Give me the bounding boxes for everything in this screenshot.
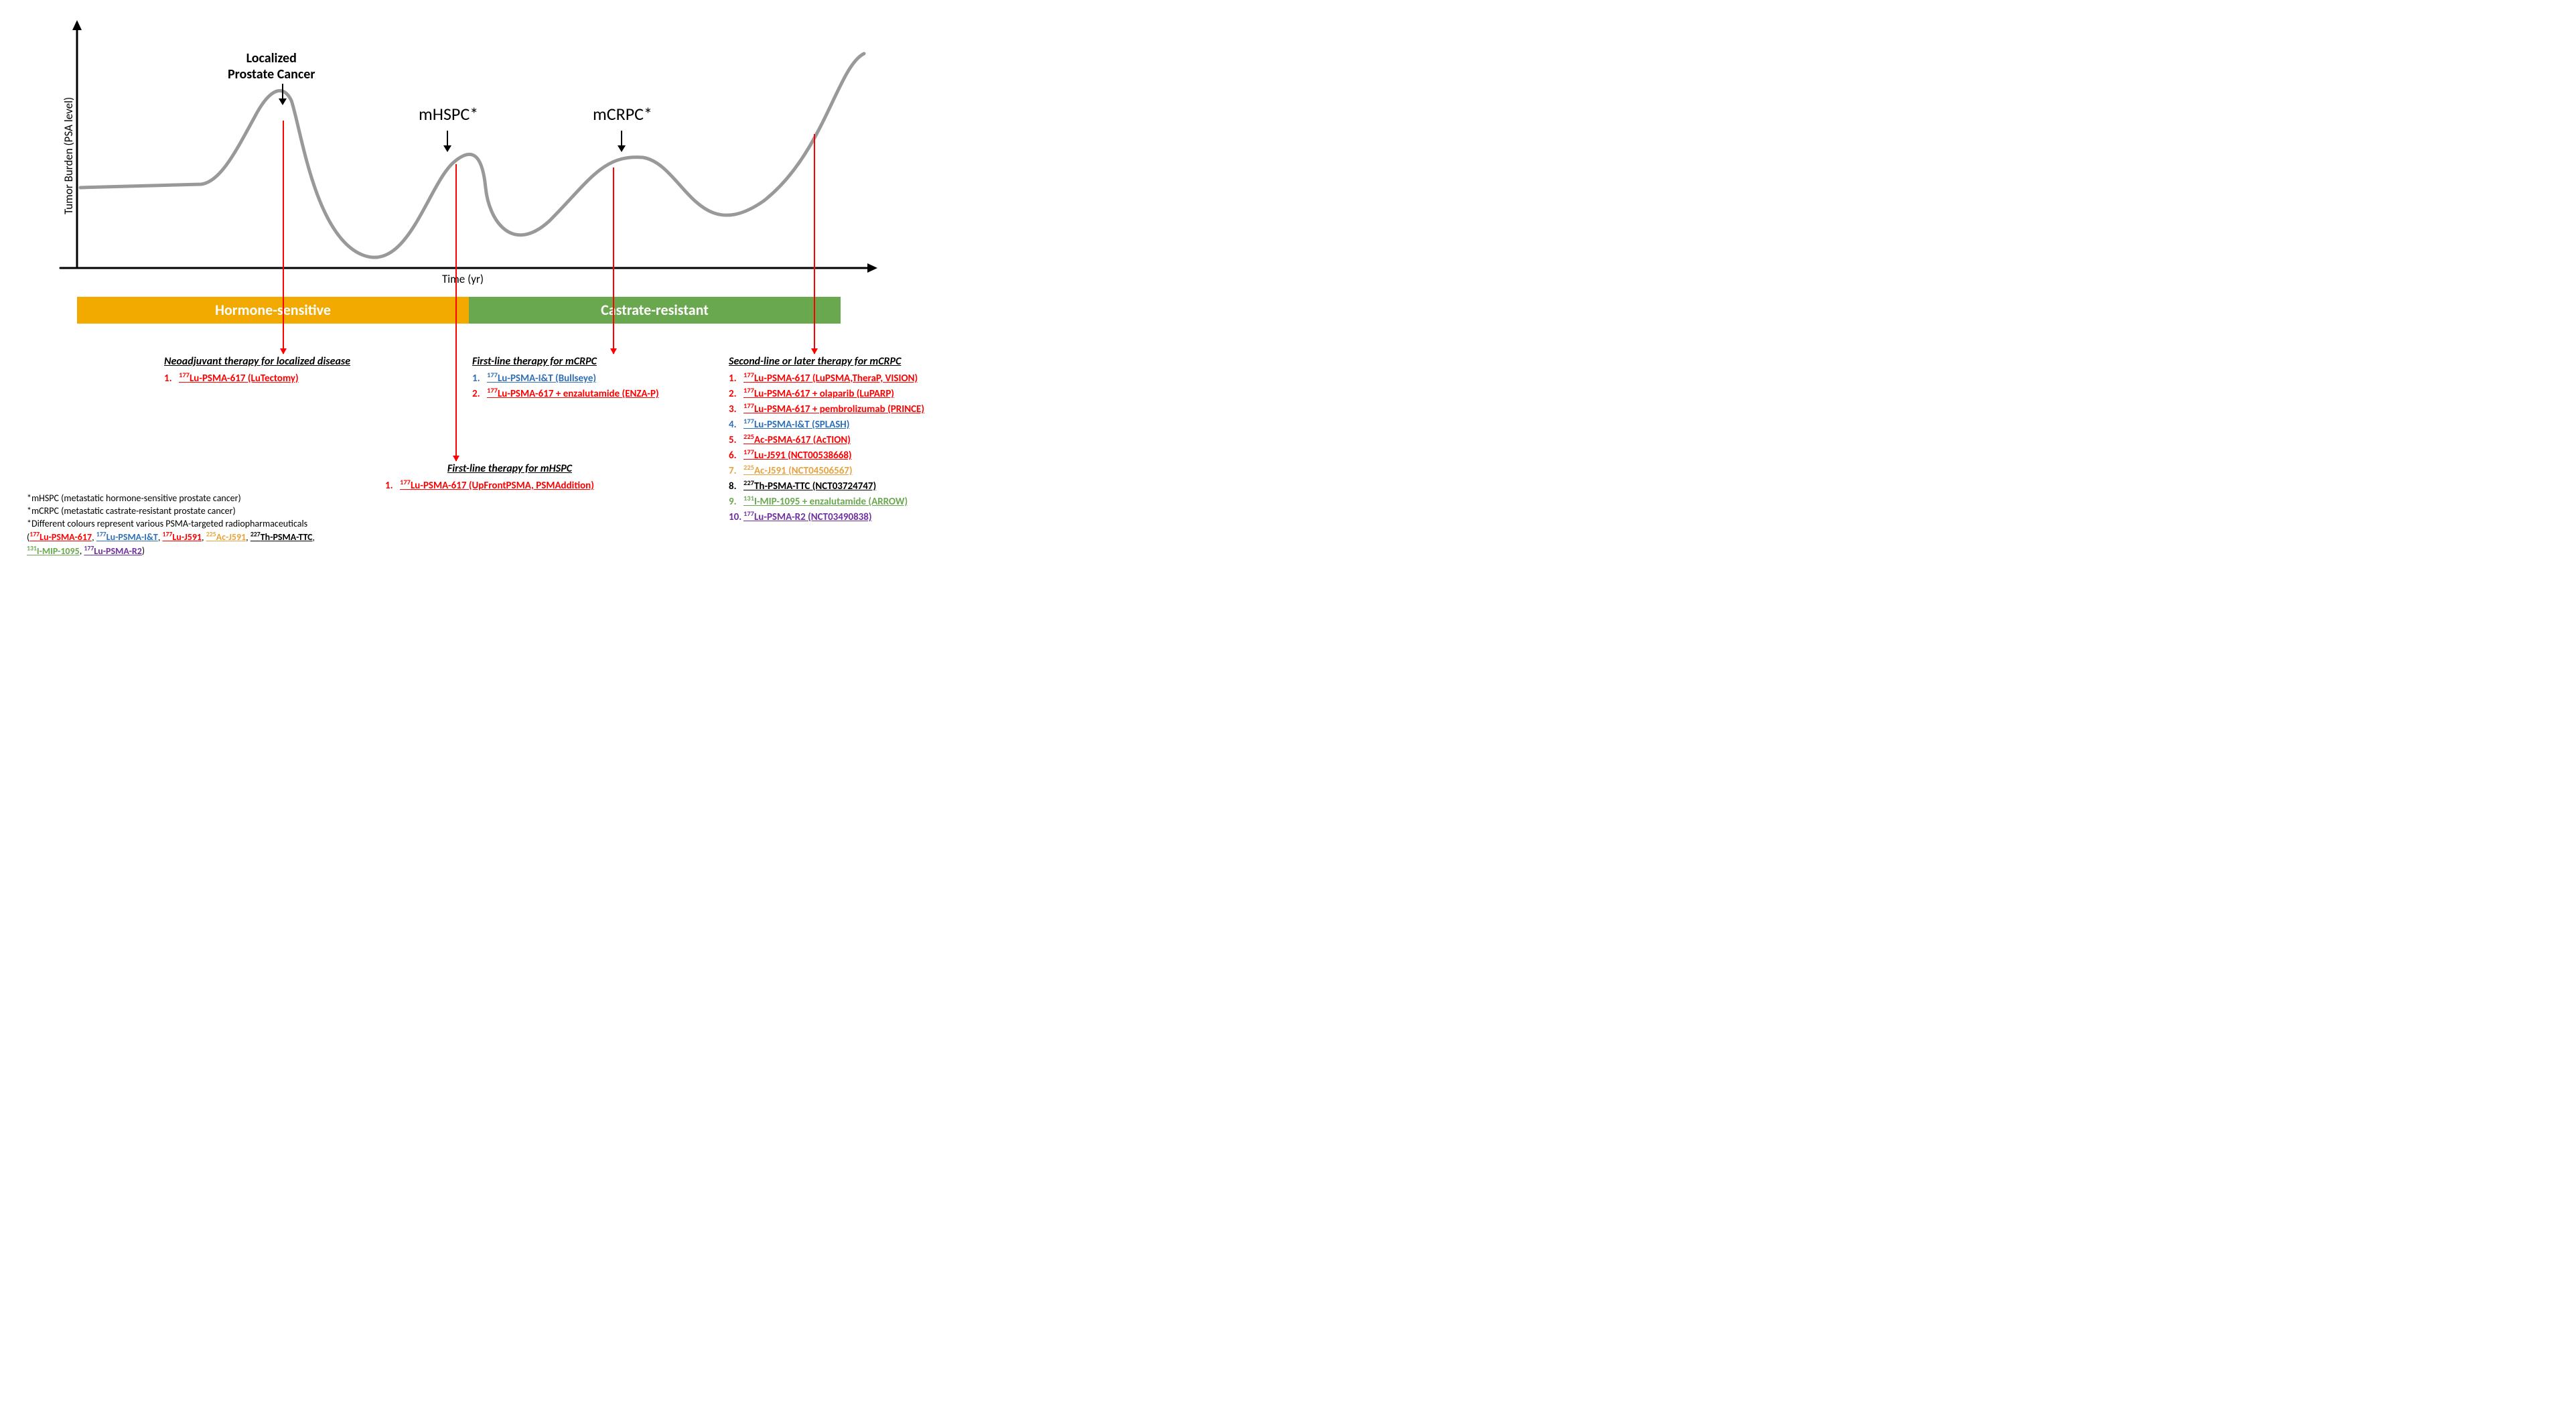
section-mhspc: First-line therapy for mHSPC 1.177Lu-PSM… <box>385 462 594 493</box>
therapy-item: 1.177Lu-PSMA-617 (LuTectomy) <box>164 371 350 385</box>
section-mcrpc-first-title: First-line therapy for mCRPC <box>472 355 659 368</box>
section-mcrpc-second: Second-line or later therapy for mCRPC 1… <box>729 355 924 525</box>
therapy-item: 1.177Lu-PSMA-I&T (Bullseye) <box>472 371 659 385</box>
section-mhspc-title: First-line therapy for mHSPC <box>425 462 594 475</box>
therapy-item: 9.131I-MIP-1095 + enzalutamide (ARROW) <box>729 494 924 508</box>
localized-label: Localized Prostate Cancer <box>228 50 315 82</box>
mhspc-label: mHSPC* <box>419 104 478 125</box>
section-mcrpc-first: First-line therapy for mCRPC 1.177Lu-PSM… <box>472 355 659 401</box>
y-axis-arrow <box>72 20 82 30</box>
section-neoadjuvant-title: Neoadjuvant therapy for localized diseas… <box>164 355 350 368</box>
therapy-item: 1.177Lu-PSMA-617 (LuPSMA,TheraP, VISION) <box>729 371 924 385</box>
section-neoadjuvant-list: 1.177Lu-PSMA-617 (LuTectomy) <box>164 371 350 385</box>
therapy-item: 6.177Lu-J591 (NCT00538668) <box>729 448 924 462</box>
phase-castrate-resistant: Castrate-resistant <box>469 297 841 324</box>
mhspc-arrowhead <box>443 145 451 152</box>
legend-line1: *mHSPC (metastatic hormone-sensitive pro… <box>27 492 315 505</box>
diagram-container: Tumor Burden (PSA level) Time (yr) Local… <box>13 13 1005 563</box>
legend-line2: *mCRPC (metastatic castrate-resistant pr… <box>27 505 315 518</box>
therapy-item: 2.177Lu-PSMA-617 + enzalutamide (ENZA-P) <box>472 386 659 400</box>
mcrpc-arrowhead <box>618 145 626 152</box>
mcrpc-label: mCRPC* <box>593 104 652 125</box>
section-mcrpc-first-list: 1.177Lu-PSMA-I&T (Bullseye)2.177Lu-PSMA-… <box>472 371 659 400</box>
red-arrow-mcrpc-first <box>613 167 614 354</box>
therapy-item: 3.177Lu-PSMA-617 + pembrolizumab (PRINCE… <box>729 401 924 415</box>
localized-label-line2: Prostate Cancer <box>228 66 315 82</box>
therapy-item: 10.177Lu-PSMA-R2 (NCT03490838) <box>729 509 924 523</box>
red-arrow-mcrpc-second <box>814 134 815 354</box>
section-neoadjuvant: Neoadjuvant therapy for localized diseas… <box>164 355 350 386</box>
y-axis-label: Tumor Burden (PSA level) <box>62 97 76 214</box>
legend: *mHSPC (metastatic hormone-sensitive pro… <box>27 492 315 558</box>
localized-arrowhead <box>279 98 287 105</box>
section-mcrpc-second-list: 1.177Lu-PSMA-617 (LuPSMA,TheraP, VISION)… <box>729 371 924 523</box>
therapy-item: 2.177Lu-PSMA-617 + olaparib (LuPARP) <box>729 386 924 400</box>
therapy-item: 1.177Lu-PSMA-617 (UpFrontPSMA, PSMAdditi… <box>385 478 594 492</box>
section-mhspc-list: 1.177Lu-PSMA-617 (UpFrontPSMA, PSMAdditi… <box>385 478 594 492</box>
phase-hormone-sensitive: Hormone-sensitive <box>77 297 469 324</box>
therapy-item: 8.227Th-PSMA-TTC (NCT03724747) <box>729 478 924 492</box>
localized-label-line1: Localized <box>228 50 315 66</box>
legend-drugs: (177Lu-PSMA-617, 177Lu-PSMA-I&T, 177Lu-J… <box>27 531 315 558</box>
therapy-item: 7.225Ac-J591 (NCT04506567) <box>729 463 924 477</box>
tumor-burden-curve <box>80 54 864 257</box>
therapy-item: 5.225Ac-PSMA-617 (AcTION) <box>729 432 924 446</box>
red-arrow-mhspc <box>455 164 457 461</box>
legend-line3: *Different colours represent various PSM… <box>27 518 315 531</box>
x-axis-label: Time (yr) <box>442 272 484 286</box>
section-mcrpc-second-title: Second-line or later therapy for mCRPC <box>729 355 924 368</box>
chart-svg <box>13 13 891 281</box>
red-arrow-neoadjuvant <box>283 121 284 354</box>
x-axis-arrow <box>867 263 877 273</box>
therapy-item: 4.177Lu-PSMA-I&T (SPLASH) <box>729 417 924 431</box>
